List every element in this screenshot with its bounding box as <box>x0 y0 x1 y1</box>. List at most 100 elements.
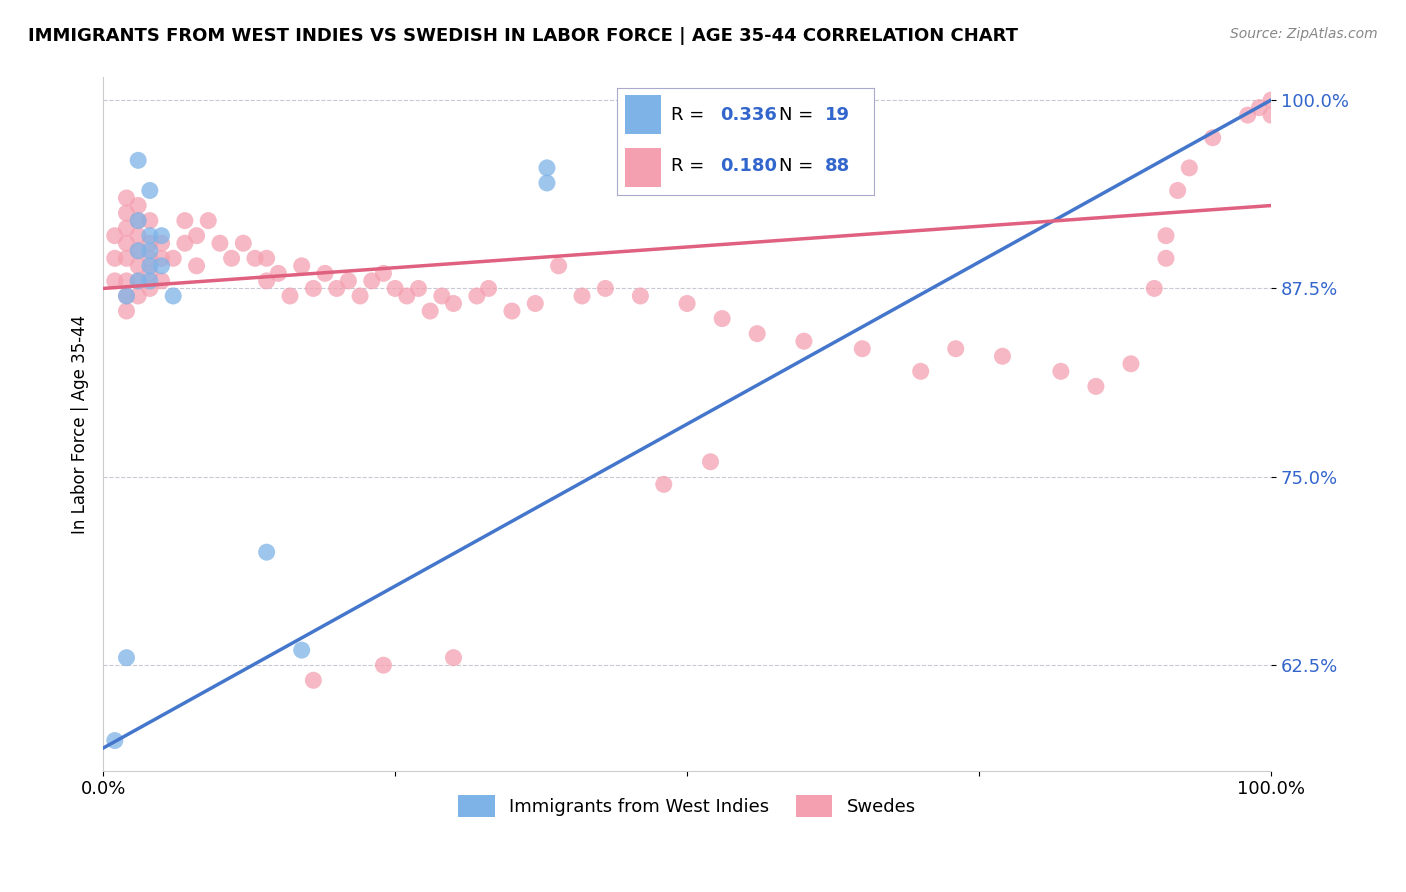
Point <box>699 455 721 469</box>
Point <box>208 236 231 251</box>
Point <box>197 213 219 227</box>
Point <box>443 650 465 665</box>
Point <box>150 274 173 288</box>
Point <box>115 289 138 303</box>
Point <box>325 281 347 295</box>
Point <box>302 673 325 688</box>
Point <box>173 236 195 251</box>
Point <box>256 545 278 559</box>
Point <box>150 236 173 251</box>
Point <box>150 228 173 243</box>
Point <box>115 221 138 235</box>
Point <box>793 334 815 348</box>
Point <box>221 252 243 266</box>
Point <box>173 213 195 227</box>
Point <box>186 228 208 243</box>
Point <box>139 244 162 258</box>
Point <box>267 266 290 280</box>
Point <box>536 161 558 175</box>
Point <box>314 266 336 280</box>
Point <box>477 281 499 295</box>
Point <box>127 198 149 212</box>
Point <box>1236 108 1258 122</box>
Point <box>115 289 138 303</box>
Point <box>139 259 162 273</box>
Point <box>1050 364 1073 378</box>
Point <box>127 274 149 288</box>
Point <box>571 289 593 303</box>
Point <box>139 266 162 280</box>
Point <box>232 236 254 251</box>
Point <box>186 259 208 273</box>
Point <box>127 213 149 227</box>
Point <box>851 342 873 356</box>
Point <box>127 244 149 258</box>
Point <box>349 289 371 303</box>
Point <box>536 176 558 190</box>
Point <box>115 236 138 251</box>
Point <box>139 252 162 266</box>
Point <box>256 252 278 266</box>
Point <box>652 477 675 491</box>
Point <box>747 326 769 341</box>
Point <box>291 259 314 273</box>
Point <box>1260 108 1282 122</box>
Point <box>465 289 488 303</box>
Point <box>676 296 699 310</box>
Point <box>1143 281 1166 295</box>
Point <box>115 650 138 665</box>
Point <box>337 274 360 288</box>
Point <box>139 213 162 227</box>
Point <box>373 266 395 280</box>
Point <box>104 733 127 747</box>
Point <box>547 259 569 273</box>
Point <box>991 349 1014 363</box>
Point <box>115 191 138 205</box>
Point <box>278 289 301 303</box>
Point <box>139 228 162 243</box>
Point <box>127 289 149 303</box>
Point <box>127 244 149 258</box>
Point <box>150 259 173 273</box>
Text: Source: ZipAtlas.com: Source: ZipAtlas.com <box>1230 27 1378 41</box>
Point <box>524 296 547 310</box>
Point <box>1178 161 1201 175</box>
Text: IMMIGRANTS FROM WEST INDIES VS SWEDISH IN LABOR FORCE | AGE 35-44 CORRELATION CH: IMMIGRANTS FROM WEST INDIES VS SWEDISH I… <box>28 27 1018 45</box>
Point <box>115 252 138 266</box>
Point <box>501 304 523 318</box>
Point <box>104 228 127 243</box>
Point <box>115 274 138 288</box>
Point <box>115 206 138 220</box>
Point <box>127 153 149 168</box>
Point <box>1154 252 1177 266</box>
Point <box>1249 101 1271 115</box>
Point <box>910 364 932 378</box>
Point <box>1084 379 1107 393</box>
Point <box>430 289 453 303</box>
Point <box>127 259 149 273</box>
Point <box>139 281 162 295</box>
Point <box>139 274 162 288</box>
Legend: Immigrants from West Indies, Swedes: Immigrants from West Indies, Swedes <box>451 788 924 824</box>
Point <box>360 274 382 288</box>
Point <box>1167 184 1189 198</box>
Point <box>104 274 127 288</box>
Point <box>1202 130 1225 145</box>
Point <box>1154 228 1177 243</box>
Point <box>628 289 651 303</box>
Point <box>443 296 465 310</box>
Point <box>127 274 149 288</box>
Point <box>408 281 430 295</box>
Point <box>945 342 967 356</box>
Point <box>243 252 266 266</box>
Point <box>1119 357 1142 371</box>
Point <box>104 252 127 266</box>
Point <box>256 274 278 288</box>
Y-axis label: In Labor Force | Age 35-44: In Labor Force | Age 35-44 <box>72 315 89 533</box>
Point <box>139 184 162 198</box>
Point <box>115 304 138 318</box>
Point <box>162 289 184 303</box>
Point <box>595 281 617 295</box>
Point <box>150 252 173 266</box>
Point <box>1260 93 1282 107</box>
